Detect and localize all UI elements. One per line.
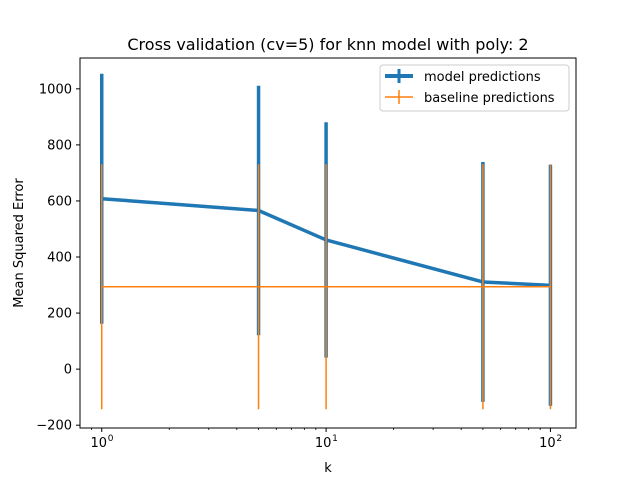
y-axis-label: Mean Squared Error	[12, 178, 27, 308]
legend-baseline-label: baseline predictions	[424, 91, 555, 106]
y-tick-label-5: 800	[47, 138, 72, 153]
legend: model predictions baseline predictions	[379, 64, 570, 112]
axes-frame	[79, 57, 577, 429]
x-tick-label-0: 10	[90, 436, 107, 451]
y-tick-label-1: 0	[64, 363, 72, 378]
y-tick-label-2: 200	[47, 307, 72, 322]
y-tick-label-0: −200	[36, 419, 72, 434]
x-tick-exponent-0: 0	[108, 434, 114, 444]
y-tick-label-3: 400	[47, 251, 72, 266]
x-tick-exponent-2: 2	[556, 434, 562, 444]
chart-title: Cross validation (cv=5) for knn model wi…	[127, 35, 528, 54]
x-tick-exponent-1: 1	[332, 434, 338, 444]
plot-area	[99, 73, 553, 410]
y-tick-label-6: 1000	[39, 82, 72, 97]
legend-frame	[379, 64, 570, 112]
y-tick-label-4: 600	[47, 194, 72, 209]
x-tick-label-2: 10	[539, 436, 556, 451]
x-tick-label-1: 10	[315, 436, 332, 451]
x-axis-label: k	[324, 461, 332, 476]
legend-model-label: model predictions	[424, 70, 541, 85]
series-1	[100, 164, 552, 410]
